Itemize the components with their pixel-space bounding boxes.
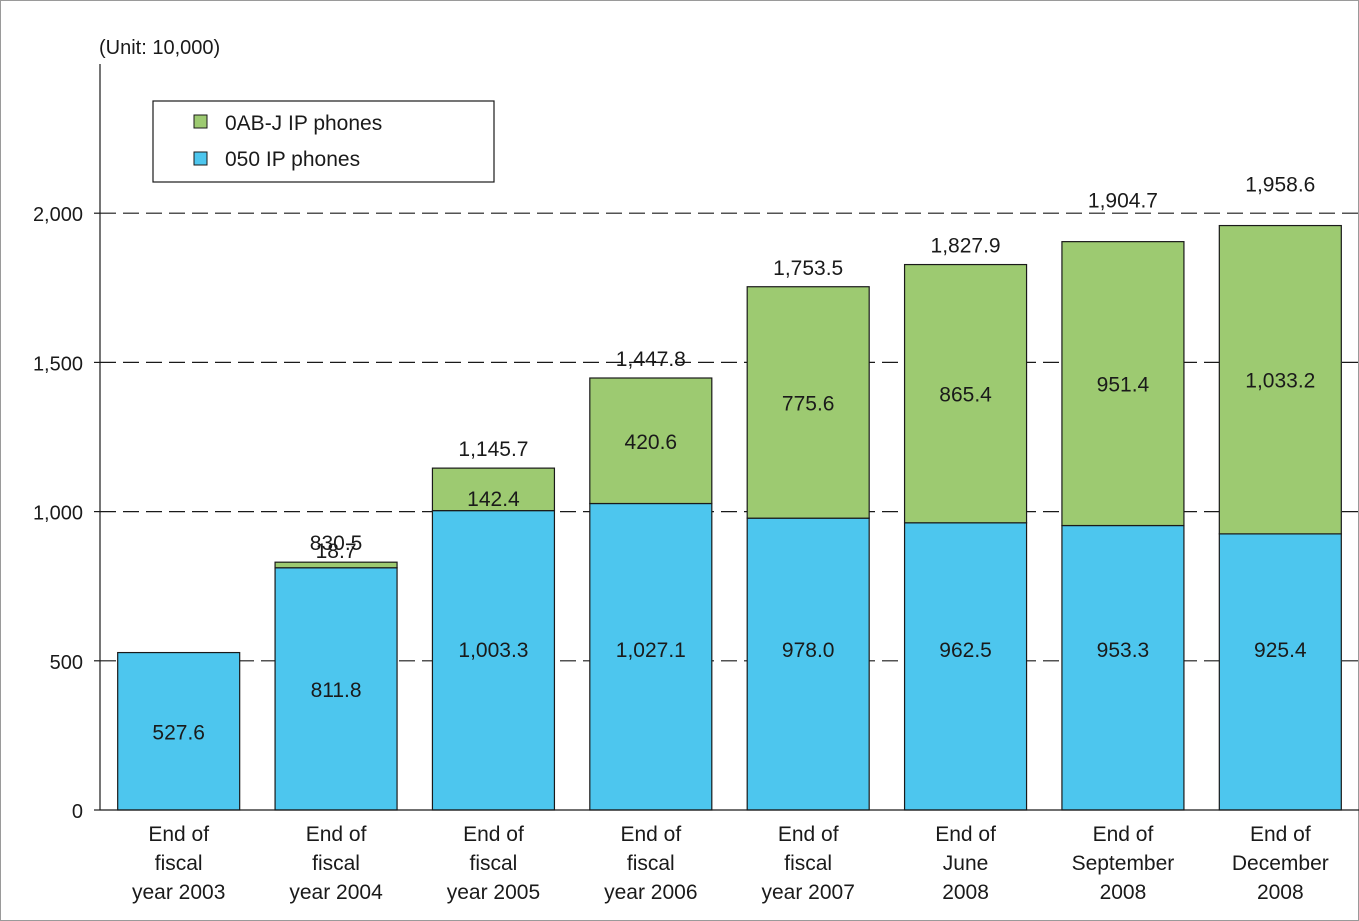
total-label: 1,904.7 bbox=[1088, 190, 1158, 213]
total-label: 1,827.9 bbox=[931, 235, 1001, 258]
axes: 0 500 1,000 1,500 2,000 bbox=[33, 64, 1359, 823]
total-label: 1,753.5 bbox=[773, 257, 843, 280]
legend-label-050: 050 IP phones bbox=[225, 148, 360, 171]
bar-050-6 bbox=[1061, 524, 1185, 811]
y-tick-label: 1,500 bbox=[33, 353, 83, 375]
data-label-0ab-j: 951.4 bbox=[1097, 374, 1150, 397]
bar-050-3 bbox=[589, 502, 713, 811]
data-label-050: 811.8 bbox=[311, 679, 362, 702]
x-category-label: End of December 2008 bbox=[1232, 823, 1329, 904]
x-category-label: End of fiscal year 2007 bbox=[761, 823, 854, 904]
y-tick-label: 500 bbox=[50, 652, 83, 674]
data-label-0ab-j: 1,033.2 bbox=[1245, 370, 1315, 393]
legend-swatch-050 bbox=[193, 151, 208, 166]
x-category-label: End of fiscal year 2006 bbox=[604, 823, 697, 904]
bar-0ab-j-3 bbox=[589, 377, 713, 505]
y-tick-label: 2,000 bbox=[33, 204, 83, 226]
data-label-050: 1,003.3 bbox=[458, 639, 528, 662]
bar-050-1 bbox=[274, 567, 398, 811]
legend-swatch-0ab-j bbox=[193, 114, 208, 129]
bar-0ab-j-1 bbox=[274, 561, 398, 569]
data-label-0ab-j: 18.7 bbox=[316, 540, 357, 563]
bar-0ab-j-6 bbox=[1061, 241, 1185, 527]
total-label: 1,447.8 bbox=[616, 348, 686, 371]
bar-050-7 bbox=[1218, 533, 1342, 811]
bar-050-5 bbox=[903, 522, 1028, 811]
legend-label-0ab-j: 0AB-J IP phones bbox=[225, 112, 382, 135]
data-label-0ab-j: 420.6 bbox=[625, 431, 678, 454]
x-category-label: End of fiscal year 2004 bbox=[289, 823, 383, 904]
data-label-050: 953.3 bbox=[1097, 639, 1150, 662]
x-category-label: End of fiscal year 2005 bbox=[447, 823, 540, 904]
bar-0ab-j-2 bbox=[431, 467, 556, 512]
data-label-050: 978.0 bbox=[782, 639, 835, 662]
x-category-label: End of June 2008 bbox=[935, 823, 996, 904]
total-label: 1,145.7 bbox=[458, 438, 528, 461]
total-label: 830.5 bbox=[310, 532, 363, 555]
x-category-label: End of September 2008 bbox=[1072, 823, 1175, 904]
bar-0ab-j-7 bbox=[1218, 224, 1342, 535]
data-label-050: 527.6 bbox=[152, 721, 205, 744]
bars bbox=[117, 224, 1342, 811]
data-label-050: 962.5 bbox=[939, 639, 992, 662]
bar-0ab-j-5 bbox=[903, 263, 1028, 524]
bar-0ab-j-4 bbox=[746, 286, 870, 519]
total-label: 1,958.6 bbox=[1245, 174, 1315, 197]
bar-050-4 bbox=[746, 517, 870, 811]
x-category-label: End of fiscal year 2003 bbox=[132, 823, 225, 904]
data-label-0ab-j: 142.4 bbox=[467, 488, 520, 511]
data-label-050: 1,027.1 bbox=[616, 639, 686, 662]
data-label-0ab-j: 865.4 bbox=[939, 384, 992, 407]
legend: 0AB-J IP phones 050 IP phones bbox=[152, 100, 495, 183]
y-tick-label: 1,000 bbox=[33, 503, 83, 525]
legend-box bbox=[152, 100, 495, 183]
y-tick-label: 0 bbox=[72, 801, 83, 823]
data-label-050: 925.4 bbox=[1254, 639, 1307, 662]
unit-label: (Unit: 10,000) bbox=[99, 37, 220, 59]
labels: 527.6 End of fiscal year 2003 811.8 18.7830.5… bbox=[132, 174, 1329, 904]
data-label-0ab-j: 775.6 bbox=[782, 392, 835, 415]
